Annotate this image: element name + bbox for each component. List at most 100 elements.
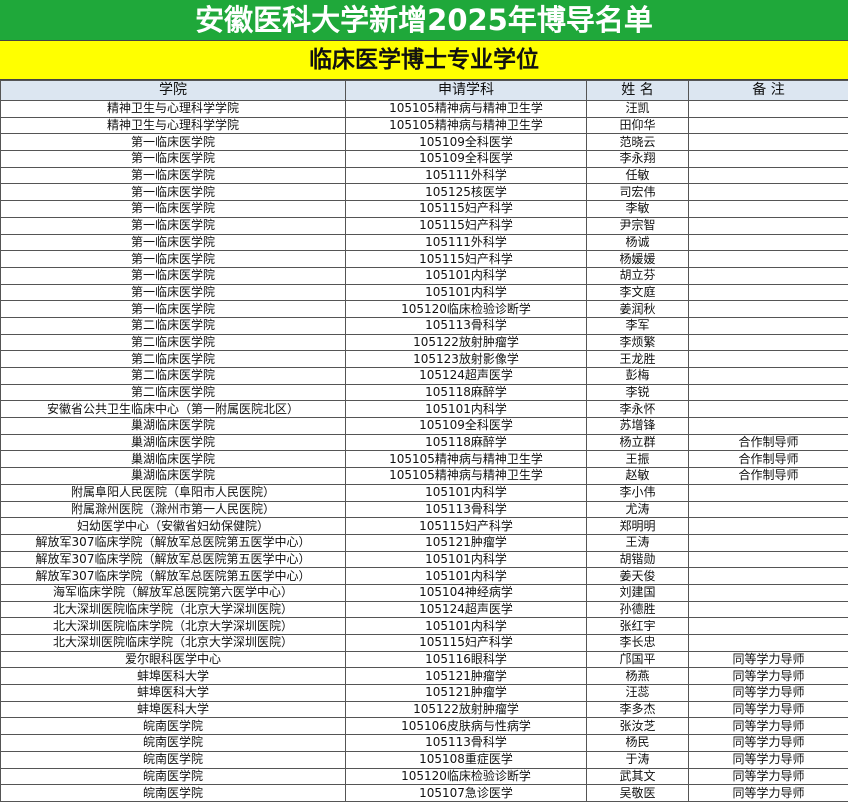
cell-remark — [689, 151, 848, 168]
cell-remark — [689, 134, 848, 151]
cell-discipline: 105101内科学 — [346, 551, 587, 568]
cell-remark — [689, 284, 848, 301]
cell-remark: 同等学力导师 — [689, 668, 848, 685]
cell-college: 第二临床医学院 — [1, 384, 346, 401]
cell-remark: 合作制导师 — [689, 468, 848, 485]
cell-name: 王涛 — [587, 534, 689, 551]
cell-discipline: 105101内科学 — [346, 267, 587, 284]
cell-discipline: 105107急诊医学 — [346, 785, 587, 802]
cell-remark — [689, 501, 848, 518]
cell-name: 王龙胜 — [587, 351, 689, 368]
cell-college: 第一临床医学院 — [1, 301, 346, 318]
cell-discipline: 105125核医学 — [346, 184, 587, 201]
cell-college: 爱尔眼科医学中心 — [1, 651, 346, 668]
cell-remark — [689, 301, 848, 318]
cell-discipline: 105120临床检验诊断学 — [346, 301, 587, 318]
cell-discipline: 105113骨科学 — [346, 735, 587, 752]
table-row: 北大深圳医院临床学院（北京大学深圳医院）105115妇产科学李长忠 — [1, 635, 848, 652]
cell-name: 李烦繁 — [587, 334, 689, 351]
cell-discipline: 105118麻醉学 — [346, 384, 587, 401]
cell-name: 武其文 — [587, 768, 689, 785]
cell-discipline: 105115妇产科学 — [346, 635, 587, 652]
cell-remark — [689, 251, 848, 268]
cell-college: 蚌埠医科大学 — [1, 668, 346, 685]
cell-name: 杨媛媛 — [587, 251, 689, 268]
cell-name: 李锐 — [587, 384, 689, 401]
cell-remark — [689, 534, 848, 551]
cell-college: 北大深圳医院临床学院（北京大学深圳医院） — [1, 618, 346, 635]
header-name: 姓 名 — [587, 81, 689, 101]
cell-name: 尤涛 — [587, 501, 689, 518]
cell-college: 第一临床医学院 — [1, 151, 346, 168]
cell-remark — [689, 217, 848, 234]
cell-discipline: 105121肿瘤学 — [346, 668, 587, 685]
table-row: 附属滁州医院（滁州市第一人民医院）105113骨科学尤涛 — [1, 501, 848, 518]
cell-remark: 合作制导师 — [689, 451, 848, 468]
cell-name: 田仰华 — [587, 117, 689, 134]
cell-remark — [689, 167, 848, 184]
table-row: 安徽省公共卫生临床中心（第一附属医院北区）105101内科学李永怀 — [1, 401, 848, 418]
cell-remark — [689, 351, 848, 368]
table-header-row: 学院 申请学科 姓 名 备 注 — [1, 81, 848, 101]
cell-name: 姜润秋 — [587, 301, 689, 318]
cell-college: 巢湖临床医学院 — [1, 434, 346, 451]
cell-college: 北大深圳医院临床学院（北京大学深圳医院） — [1, 635, 346, 652]
cell-remark — [689, 101, 848, 118]
cell-college: 第二临床医学院 — [1, 368, 346, 385]
cell-remark — [689, 234, 848, 251]
table-row: 解放军307临床学院（解放军总医院第五医学中心）105101内科学姜天俊 — [1, 568, 848, 585]
cell-discipline: 105111外科学 — [346, 167, 587, 184]
cell-discipline: 105101内科学 — [346, 568, 587, 585]
cell-college: 安徽省公共卫生临床中心（第一附属医院北区） — [1, 401, 346, 418]
cell-discipline: 105124超声医学 — [346, 601, 587, 618]
cell-discipline: 105101内科学 — [346, 401, 587, 418]
header-college: 学院 — [1, 81, 346, 101]
cell-college: 解放军307临床学院（解放军总医院第五医学中心） — [1, 568, 346, 585]
cell-college: 第一临床医学院 — [1, 251, 346, 268]
cell-remark — [689, 267, 848, 284]
cell-college: 解放军307临床学院（解放军总医院第五医学中心） — [1, 551, 346, 568]
cell-college: 皖南医学院 — [1, 785, 346, 802]
cell-name: 李多杰 — [587, 701, 689, 718]
cell-name: 吴敬医 — [587, 785, 689, 802]
header-discipline: 申请学科 — [346, 81, 587, 101]
cell-name: 赵敏 — [587, 468, 689, 485]
cell-discipline: 105105精神病与精神卫生学 — [346, 451, 587, 468]
cell-college: 精神卫生与心理科学学院 — [1, 117, 346, 134]
cell-name: 范晓云 — [587, 134, 689, 151]
cell-discipline: 105122放射肿瘤学 — [346, 701, 587, 718]
cell-college: 巢湖临床医学院 — [1, 468, 346, 485]
cell-remark — [689, 584, 848, 601]
cell-college: 皖南医学院 — [1, 718, 346, 735]
cell-name: 于涛 — [587, 751, 689, 768]
cell-remark: 同等学力导师 — [689, 685, 848, 702]
cell-name: 李永翔 — [587, 151, 689, 168]
cell-discipline: 105106皮肤病与性病学 — [346, 718, 587, 735]
cell-discipline: 105115妇产科学 — [346, 217, 587, 234]
cell-name: 司宏伟 — [587, 184, 689, 201]
cell-college: 北大深圳医院临床学院（北京大学深圳医院） — [1, 601, 346, 618]
cell-discipline: 105108重症医学 — [346, 751, 587, 768]
table-row: 北大深圳医院临床学院（北京大学深圳医院）105101内科学张红宇 — [1, 618, 848, 635]
cell-discipline: 105109全科医学 — [346, 151, 587, 168]
cell-remark — [689, 551, 848, 568]
cell-college: 附属阜阳人民医院（阜阳市人民医院） — [1, 484, 346, 501]
cell-discipline: 105118麻醉学 — [346, 434, 587, 451]
cell-college: 蚌埠医科大学 — [1, 685, 346, 702]
cell-remark — [689, 184, 848, 201]
page-subtitle: 临床医学博士专业学位 — [0, 41, 848, 80]
cell-college: 第一临床医学院 — [1, 217, 346, 234]
cell-name: 李敏 — [587, 201, 689, 218]
table-row: 解放军307临床学院（解放军总医院第五医学中心）105121肿瘤学王涛 — [1, 534, 848, 551]
cell-discipline: 105101内科学 — [346, 618, 587, 635]
